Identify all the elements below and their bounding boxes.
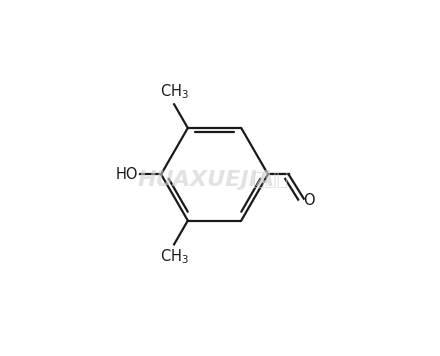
Text: HO: HO bbox=[116, 167, 138, 182]
Text: CH$_3$: CH$_3$ bbox=[160, 248, 189, 266]
Text: CH$_3$: CH$_3$ bbox=[160, 82, 189, 101]
Text: O: O bbox=[303, 193, 315, 208]
Text: HUAXUEJIA: HUAXUEJIA bbox=[138, 170, 275, 190]
Text: 化学加: 化学加 bbox=[253, 170, 288, 189]
